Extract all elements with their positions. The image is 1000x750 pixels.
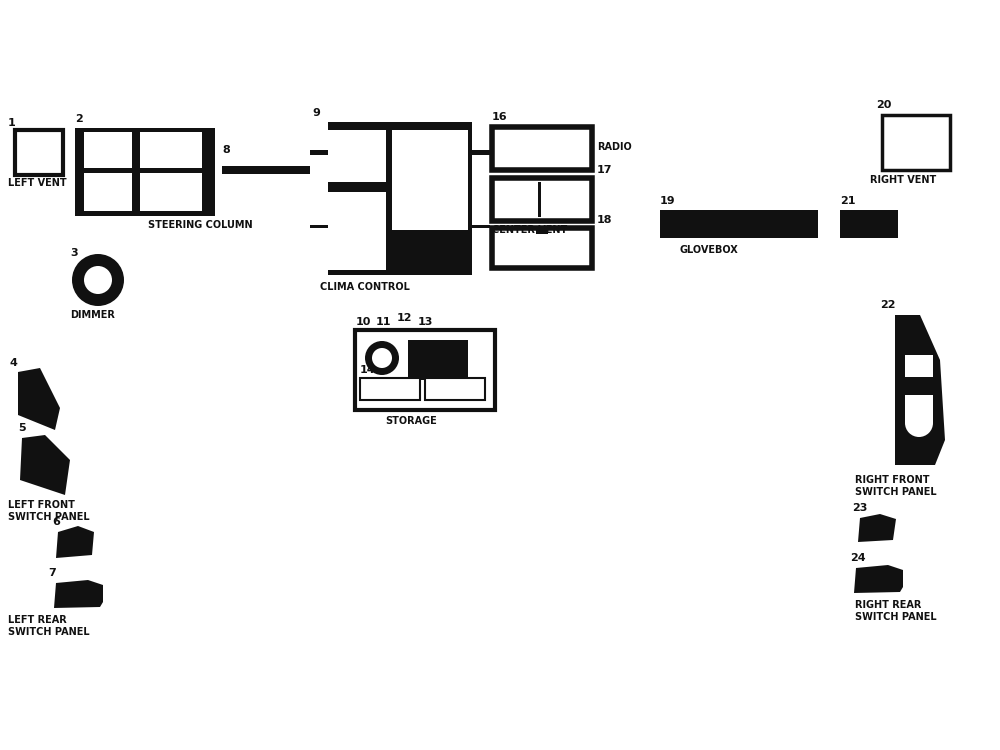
Text: 1: 1 xyxy=(8,118,16,128)
Bar xyxy=(492,127,592,170)
Bar xyxy=(472,155,490,225)
Bar xyxy=(84,173,132,211)
Text: RIGHT VENT: RIGHT VENT xyxy=(870,175,936,185)
Bar xyxy=(355,330,495,410)
Text: 12: 12 xyxy=(397,313,413,323)
Text: 10: 10 xyxy=(356,317,371,327)
Text: 9: 9 xyxy=(312,108,320,118)
Text: 2: 2 xyxy=(75,114,83,124)
Text: 13: 13 xyxy=(418,317,433,327)
Text: 3: 3 xyxy=(70,248,78,258)
Polygon shape xyxy=(895,315,945,465)
Circle shape xyxy=(905,409,933,437)
Text: LEFT FRONT
SWITCH PANEL: LEFT FRONT SWITCH PANEL xyxy=(8,500,90,521)
Text: 22: 22 xyxy=(880,300,896,310)
Text: LEFT REAR
SWITCH PANEL: LEFT REAR SWITCH PANEL xyxy=(8,615,90,637)
Bar xyxy=(392,130,468,230)
Bar xyxy=(310,122,490,275)
Text: 23: 23 xyxy=(852,503,867,513)
Polygon shape xyxy=(54,580,103,608)
Bar xyxy=(472,122,490,150)
Text: 19: 19 xyxy=(660,196,676,206)
Bar xyxy=(328,130,386,182)
Polygon shape xyxy=(20,435,70,495)
Text: RIGHT FRONT
SWITCH PANEL: RIGHT FRONT SWITCH PANEL xyxy=(855,475,937,496)
Text: 14: 14 xyxy=(360,365,376,375)
Bar xyxy=(425,378,485,400)
Circle shape xyxy=(372,348,392,368)
Text: 8: 8 xyxy=(222,145,230,155)
Bar xyxy=(660,210,818,238)
Circle shape xyxy=(72,254,124,306)
Bar xyxy=(75,128,215,216)
Text: 16: 16 xyxy=(492,112,508,122)
Bar xyxy=(492,228,592,268)
Bar xyxy=(360,378,420,400)
Text: RADIO: RADIO xyxy=(597,142,632,152)
Polygon shape xyxy=(56,526,94,558)
Text: CENTER VENT: CENTER VENT xyxy=(492,225,567,235)
Bar xyxy=(140,132,202,168)
Bar xyxy=(328,192,386,270)
Text: 15: 15 xyxy=(425,365,440,375)
Text: RIGHT REAR
SWITCH PANEL: RIGHT REAR SWITCH PANEL xyxy=(855,600,937,622)
Circle shape xyxy=(84,266,112,294)
Text: 6: 6 xyxy=(52,517,60,527)
Bar xyxy=(882,115,950,170)
Bar xyxy=(222,166,314,174)
Bar xyxy=(408,340,468,380)
Text: STEERING COLUMN: STEERING COLUMN xyxy=(148,220,253,230)
Polygon shape xyxy=(858,514,896,542)
Bar xyxy=(492,178,592,221)
Polygon shape xyxy=(854,565,903,593)
Text: STORAGE: STORAGE xyxy=(385,416,437,426)
Text: 5: 5 xyxy=(18,423,26,433)
Circle shape xyxy=(365,341,399,375)
Bar xyxy=(15,130,63,175)
Text: 17: 17 xyxy=(597,165,612,175)
Text: 18: 18 xyxy=(597,215,612,225)
Bar xyxy=(310,122,328,150)
Bar xyxy=(538,182,541,217)
Bar xyxy=(310,228,328,275)
Bar xyxy=(905,395,933,423)
Bar xyxy=(84,132,132,168)
Bar xyxy=(140,173,202,211)
Text: 20: 20 xyxy=(876,100,891,110)
Text: 24: 24 xyxy=(850,553,866,563)
Text: 7: 7 xyxy=(48,568,56,578)
Polygon shape xyxy=(18,368,60,430)
Text: 11: 11 xyxy=(376,317,392,327)
Text: LEFT VENT: LEFT VENT xyxy=(8,178,67,188)
Text: CLIMA CONTROL: CLIMA CONTROL xyxy=(320,282,410,292)
Bar xyxy=(840,210,898,238)
Bar xyxy=(536,230,548,234)
Bar xyxy=(310,155,328,225)
Text: GLOVEBOX: GLOVEBOX xyxy=(680,245,739,255)
Text: 4: 4 xyxy=(10,358,18,368)
Text: 21: 21 xyxy=(840,196,856,206)
Bar xyxy=(905,355,933,377)
Text: DIMMER: DIMMER xyxy=(70,310,115,320)
Bar xyxy=(472,228,490,275)
